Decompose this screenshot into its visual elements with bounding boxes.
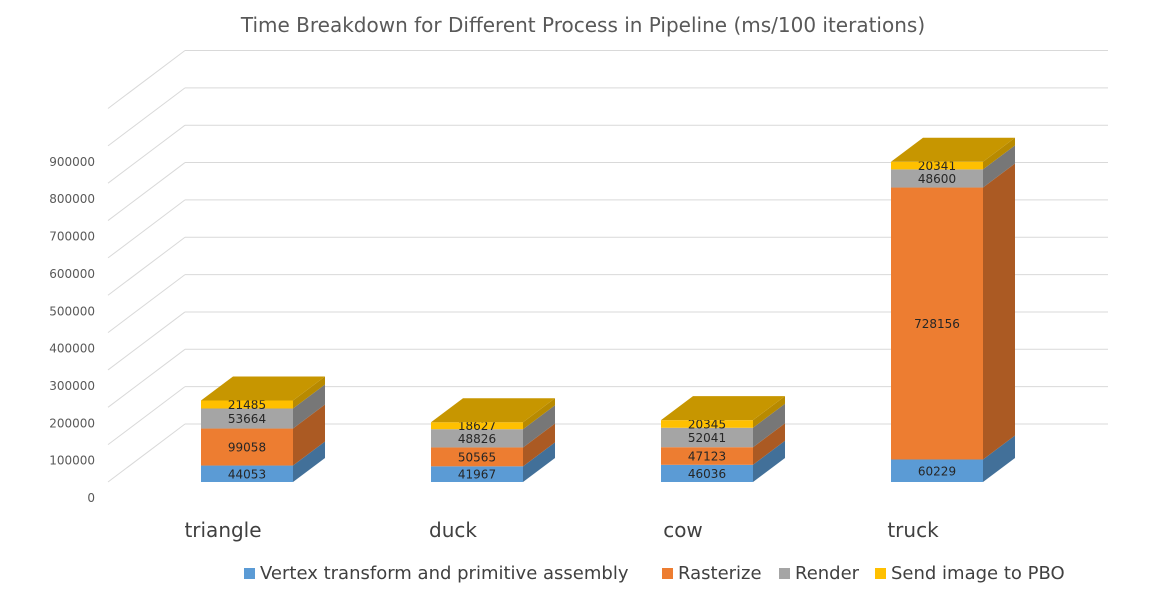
bar-segment-side bbox=[523, 442, 555, 482]
data-label: 46036 bbox=[688, 467, 726, 481]
bar-segment bbox=[431, 429, 523, 448]
bar-segment-side bbox=[983, 435, 1015, 482]
bar-segment-side bbox=[293, 384, 325, 429]
bar-segment bbox=[201, 408, 293, 429]
data-label: 18627 bbox=[458, 419, 496, 433]
bar-segment-side bbox=[293, 376, 325, 409]
gridline-side bbox=[107, 274, 186, 333]
gridline-side bbox=[107, 423, 186, 483]
bar-segment bbox=[431, 422, 523, 430]
legend-swatch bbox=[662, 568, 673, 579]
bar-segment bbox=[661, 464, 753, 482]
gridline-side bbox=[107, 199, 186, 259]
y-tick-label: 100000 bbox=[49, 454, 95, 468]
chart-legend: Vertex transform and primitive assembly R… bbox=[0, 563, 1165, 589]
bar-segment-side bbox=[753, 403, 785, 448]
x-category-label: triangle bbox=[184, 518, 261, 542]
legend-swatch bbox=[875, 568, 886, 579]
gridline-side bbox=[107, 236, 186, 296]
data-label: 44053 bbox=[228, 467, 266, 481]
y-tick-label: 600000 bbox=[49, 267, 95, 281]
legend-item: Rasterize bbox=[662, 563, 762, 584]
data-label: 47123 bbox=[688, 450, 726, 464]
y-tick-label: 900000 bbox=[49, 155, 95, 169]
bar-top-face bbox=[891, 137, 1015, 162]
y-tick-label: 200000 bbox=[49, 416, 95, 430]
data-label: 20341 bbox=[918, 159, 956, 173]
bar-segment bbox=[891, 161, 983, 170]
bar-segment bbox=[891, 187, 983, 460]
bar-segment-side bbox=[753, 423, 785, 465]
gridline-side bbox=[107, 50, 186, 109]
data-label: 20345 bbox=[688, 417, 726, 431]
legend-label: Rasterize bbox=[678, 563, 762, 584]
bar-segment bbox=[201, 465, 293, 482]
bar-segment bbox=[201, 400, 293, 409]
bar-segment bbox=[431, 466, 523, 482]
x-category-label: truck bbox=[887, 518, 939, 542]
y-tick-label: 800000 bbox=[49, 192, 95, 206]
y-tick-label: 0 bbox=[87, 491, 95, 505]
bar-segment-side bbox=[523, 405, 555, 448]
data-label: 728156 bbox=[914, 317, 960, 331]
bar-segment bbox=[431, 447, 523, 467]
legend-item: Send image to PBO bbox=[875, 563, 1065, 584]
bar-segment-side bbox=[753, 440, 785, 482]
bar-top-face bbox=[661, 396, 785, 421]
bar-segment-side bbox=[753, 396, 785, 428]
data-label: 48600 bbox=[918, 172, 956, 186]
x-category-label: duck bbox=[429, 518, 477, 542]
legend-label: Vertex transform and primitive assembly bbox=[260, 563, 629, 584]
bar-segment-side bbox=[523, 398, 555, 430]
bar-segment bbox=[891, 169, 983, 188]
bar-segment-side bbox=[983, 137, 1015, 170]
data-label: 60229 bbox=[918, 464, 956, 478]
bar-segment bbox=[661, 427, 753, 448]
bar-segment-side bbox=[983, 145, 1015, 188]
legend-swatch bbox=[244, 568, 255, 579]
bar-top-face bbox=[201, 376, 325, 401]
gridline-side bbox=[107, 348, 186, 408]
gridline-side bbox=[107, 87, 186, 147]
data-label: 52041 bbox=[688, 431, 726, 445]
bar-segment bbox=[661, 420, 753, 428]
data-label: 41967 bbox=[458, 468, 496, 482]
data-label: 50565 bbox=[458, 450, 496, 464]
y-tick-label: 400000 bbox=[49, 342, 95, 356]
gridline-side bbox=[107, 311, 186, 371]
bar-segment bbox=[201, 428, 293, 466]
y-tick-label: 500000 bbox=[49, 304, 95, 318]
bar-top-face bbox=[431, 398, 555, 423]
gridline-side bbox=[107, 162, 186, 221]
bar-segment bbox=[661, 447, 753, 465]
gridline-side bbox=[107, 386, 186, 446]
legend-item: Render bbox=[779, 563, 859, 584]
bar-segment-side bbox=[293, 441, 325, 482]
data-label: 21485 bbox=[228, 398, 266, 412]
y-tick-label: 300000 bbox=[49, 379, 95, 393]
x-category-label: cow bbox=[663, 518, 703, 542]
gridline-side bbox=[107, 124, 186, 184]
bar-segment-side bbox=[293, 404, 325, 466]
chart-title: Time Breakdown for Different Process in … bbox=[240, 13, 925, 37]
y-tick-label: 700000 bbox=[49, 230, 95, 244]
bar-segment-side bbox=[983, 163, 1015, 460]
data-label: 48826 bbox=[458, 432, 496, 446]
legend-swatch bbox=[779, 568, 790, 579]
bar-segment-side bbox=[523, 423, 555, 467]
bar-segment bbox=[891, 459, 983, 482]
legend-label: Send image to PBO bbox=[891, 563, 1065, 584]
legend-label: Render bbox=[795, 563, 860, 584]
data-label: 53664 bbox=[228, 412, 266, 426]
data-label: 99058 bbox=[228, 441, 266, 455]
legend-item: Vertex transform and primitive assembly bbox=[244, 563, 628, 584]
